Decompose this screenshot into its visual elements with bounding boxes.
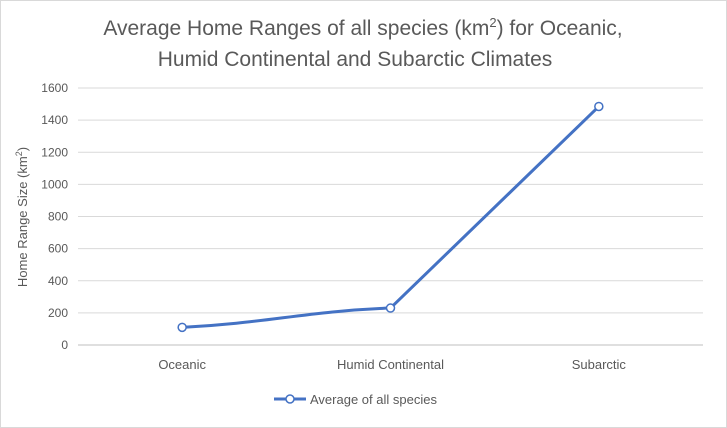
data-point-oceanic xyxy=(177,322,187,333)
x-axis-category-labels: Oceanic Humid Continental Subarctic xyxy=(158,357,626,372)
y-tick-label: 1200 xyxy=(41,145,68,159)
x-category-label: Subarctic xyxy=(572,357,627,372)
y-axis-tick-labels: 0 200 400 600 800 1000 1200 1400 1600 xyxy=(41,81,68,352)
y-tick-label: 400 xyxy=(48,274,68,288)
y-tick-label: 800 xyxy=(48,210,68,224)
legend-marker xyxy=(285,394,295,404)
chart-title: Average Home Ranges of all species (km2)… xyxy=(103,15,622,71)
series-line xyxy=(182,105,600,329)
y-tick-label: 1400 xyxy=(41,113,68,127)
y-tick-label: 0 xyxy=(61,338,68,352)
legend: Average of all species xyxy=(274,392,437,407)
legend-label: Average of all species xyxy=(310,392,437,407)
series-group xyxy=(177,101,604,333)
y-tick-label: 200 xyxy=(48,306,68,320)
y-tick-label: 1000 xyxy=(41,177,68,191)
chart-title-line-2: Humid Continental and Subarctic Climates xyxy=(158,48,553,71)
y-axis-title: Home Range Size (km2) xyxy=(14,147,30,287)
x-category-label: Humid Continental xyxy=(337,357,444,372)
data-point-humid-continental xyxy=(385,303,396,313)
y-tick-label: 600 xyxy=(48,242,68,256)
y-tick-label: 1600 xyxy=(41,81,68,95)
x-category-label: Oceanic xyxy=(158,357,206,372)
gridlines xyxy=(78,87,703,346)
data-point-subarctic xyxy=(594,101,604,112)
chart-title-line-1: Average Home Ranges of all species (km2)… xyxy=(103,15,622,40)
